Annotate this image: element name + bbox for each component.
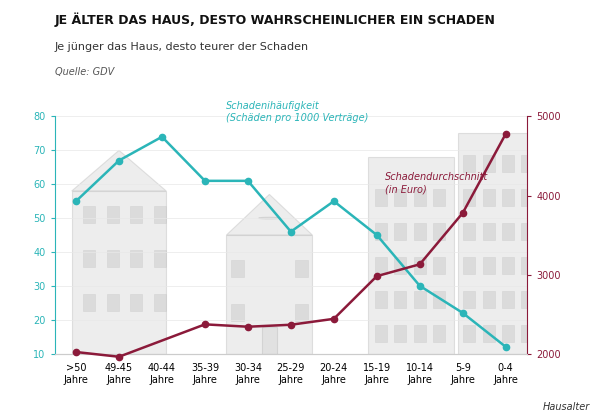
Bar [375, 257, 387, 274]
Polygon shape [72, 150, 166, 191]
Bar [463, 291, 475, 308]
Bar [414, 223, 426, 240]
Bar [130, 206, 142, 223]
Bar [521, 291, 533, 308]
Bar [433, 223, 445, 240]
Bar [231, 305, 244, 322]
Bar [375, 291, 387, 308]
Bar [107, 295, 119, 311]
Bar [463, 223, 475, 240]
Bar [433, 257, 445, 274]
Bar [227, 235, 312, 354]
Bar [395, 291, 407, 308]
Text: Schadenihäufigkeit
(Schäden pro 1000 Verträge): Schadenihäufigkeit (Schäden pro 1000 Ver… [227, 101, 369, 123]
Text: Quelle: GDV: Quelle: GDV [55, 67, 114, 77]
Bar [459, 134, 536, 354]
Text: Schadendurchschnitt
(in Euro): Schadendurchschnitt (in Euro) [385, 173, 488, 195]
Bar [414, 291, 426, 308]
Bar [463, 156, 475, 172]
Bar [414, 325, 426, 342]
Bar [521, 257, 533, 274]
Bar [521, 156, 533, 172]
Bar [482, 257, 494, 274]
Bar [521, 325, 533, 342]
Polygon shape [227, 194, 312, 235]
Bar [107, 250, 119, 267]
Bar [521, 223, 533, 240]
Bar [502, 223, 514, 240]
Bar [433, 291, 445, 308]
Text: Hausalter: Hausalter [542, 402, 590, 412]
Bar [154, 206, 166, 223]
Bar [375, 189, 387, 206]
Bar [521, 189, 533, 206]
Bar [502, 257, 514, 274]
Bar [395, 257, 407, 274]
Bar [482, 325, 494, 342]
Bar [502, 291, 514, 308]
Bar [433, 325, 445, 342]
Text: JE ÄLTER DAS HAUS, DESTO WAHRSCHEINLICHER EIN SCHADEN: JE ÄLTER DAS HAUS, DESTO WAHRSCHEINLICHE… [55, 12, 496, 27]
Bar [482, 156, 494, 172]
Bar [154, 250, 166, 267]
Bar [502, 189, 514, 206]
Bar [414, 257, 426, 274]
Bar [72, 191, 166, 354]
Bar [414, 189, 426, 206]
Bar [482, 291, 494, 308]
Bar [262, 327, 277, 354]
Circle shape [259, 217, 280, 219]
Bar [463, 325, 475, 342]
Bar [463, 189, 475, 206]
Bar [231, 260, 244, 277]
Bar [107, 206, 119, 223]
Bar [482, 189, 494, 206]
Bar [502, 325, 514, 342]
Text: Je jünger das Haus, desto teurer der Schaden: Je jünger das Haus, desto teurer der Sch… [55, 42, 308, 52]
Bar [83, 206, 95, 223]
Bar [83, 295, 95, 311]
Bar [395, 223, 407, 240]
Bar [130, 295, 142, 311]
Bar [433, 189, 445, 206]
Bar [154, 295, 166, 311]
Bar [482, 223, 494, 240]
Bar [463, 257, 475, 274]
Bar [375, 223, 387, 240]
Bar [295, 260, 308, 277]
Bar [395, 325, 407, 342]
Bar [395, 189, 407, 206]
Bar [502, 156, 514, 172]
Bar [375, 325, 387, 342]
Bar [295, 305, 308, 322]
Bar [130, 250, 142, 267]
Bar [368, 157, 454, 354]
Bar [83, 250, 95, 267]
